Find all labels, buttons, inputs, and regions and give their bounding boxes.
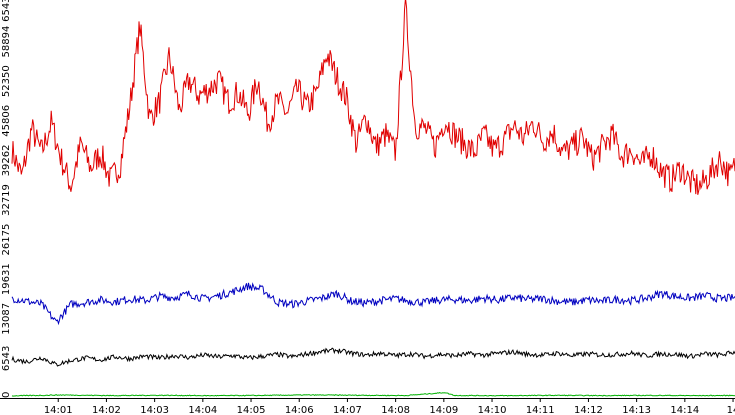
x-tick-label: 14:13 [622, 405, 651, 415]
x-axis-tick-labels: 14:01 14:02 14:03 14:04 14:05 14:06 14:07 14:08… [44, 398, 735, 415]
series-line-1 [11, 0, 735, 195]
series-line-2 [11, 282, 735, 326]
series-line-3 [11, 347, 735, 367]
y-tick-label: 45806 [1, 105, 12, 137]
x-tick-label: 14:06 [285, 405, 314, 415]
x-tick-label: 14:05 [237, 405, 266, 415]
y-tick-label: 65438 [1, 0, 12, 22]
x-tick-label: 14:11 [526, 405, 555, 415]
y-tick-label: 32719 [1, 184, 12, 216]
y-tick-label: 6543 [1, 346, 12, 371]
x-tick-label: 14:14 [670, 405, 699, 415]
series-line-4 [11, 392, 735, 397]
x-tick-label: 14:10 [478, 405, 507, 415]
x-tick-label: 14:07 [333, 405, 362, 415]
y-axis-tick-labels: 0 6543 13087 19631 26175 32719 39262 45806 52350… [1, 0, 12, 398]
y-tick-label: 13087 [1, 303, 12, 335]
y-tick-label: 39262 [1, 144, 12, 176]
x-tick-label: 14:08 [381, 405, 410, 415]
y-tick-label: 19631 [1, 263, 12, 295]
y-tick-label: 0 [1, 392, 12, 398]
x-tick-label: 14:03 [140, 405, 169, 415]
x-tick-label: 14:02 [92, 405, 121, 415]
y-tick-label: 58894 [1, 26, 12, 58]
series-layer [11, 0, 735, 397]
x-tick-label: 14:01 [44, 405, 73, 415]
y-tick-label: 26175 [1, 224, 12, 256]
x-tick-label: 14:09 [429, 405, 458, 415]
y-tick-label: 52350 [1, 65, 12, 97]
x-tick-label: 14 [727, 405, 735, 415]
x-tick-label: 14:12 [574, 405, 603, 415]
x-tick-label: 14:04 [188, 405, 217, 415]
